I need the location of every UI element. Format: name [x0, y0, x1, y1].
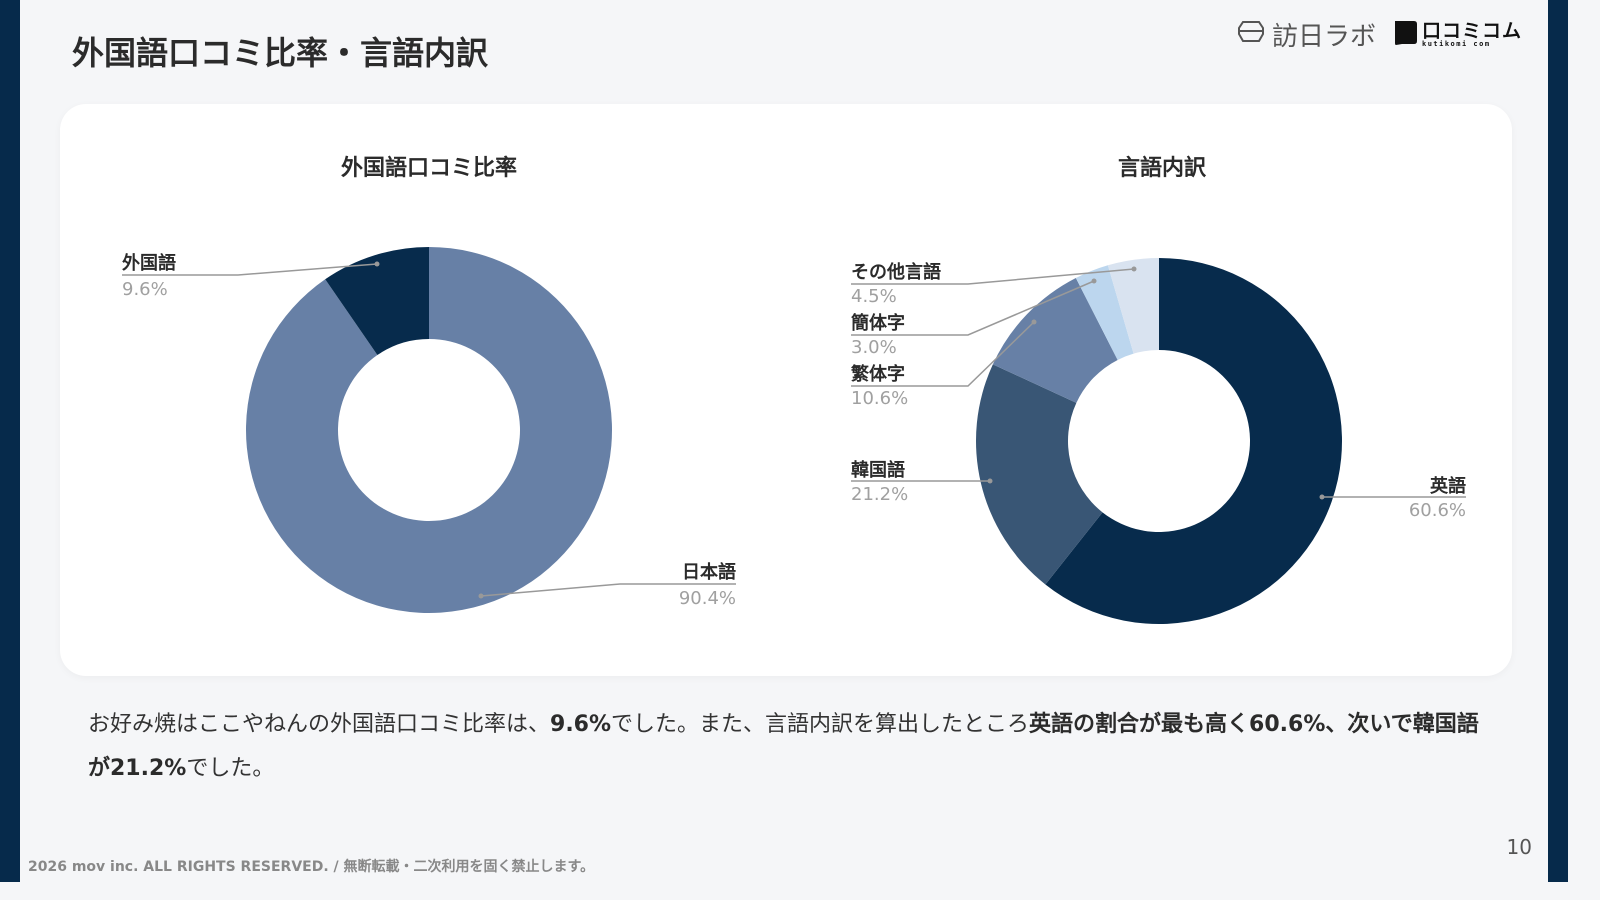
- kutikomi-logo-icon: [1394, 20, 1418, 50]
- donut-slice: [325, 247, 429, 356]
- summary-highlight-foreign-ratio: 9.6%: [550, 712, 612, 737]
- leader-line-simplified: [851, 280, 1095, 336]
- page-number: 10: [1506, 835, 1532, 859]
- value-traditional: 10.6%: [851, 388, 909, 409]
- donut-slice: [1107, 258, 1159, 354]
- label-other: その他言語: [851, 262, 941, 283]
- label-korean: 韓国語: [851, 460, 905, 481]
- chart-title-foreign-ratio: 外国語口コミ比率: [340, 156, 518, 181]
- donut-slice: [975, 364, 1103, 585]
- copyright-footer: 2026 mov inc. ALL RIGHTS RESERVED. / 無断転…: [28, 859, 595, 875]
- label-english: 英語: [1430, 476, 1466, 497]
- donut-charts: [122, 247, 1466, 624]
- kutikomi-logo-subtext: kutikomi com: [1421, 39, 1491, 48]
- summary-segment: でした。: [186, 756, 275, 781]
- right-accent-bar: [1548, 0, 1568, 882]
- kutikomi-logo: 口コミコム kutikomi com: [1394, 20, 1522, 50]
- value-other: 4.5%: [851, 286, 897, 307]
- leader-dot-traditional: [1031, 319, 1037, 325]
- value-simplified: 3.0%: [851, 337, 897, 358]
- value-english: 60.6%: [1408, 500, 1466, 521]
- value-korean: 21.2%: [851, 484, 909, 505]
- houjin-lab-logo-icon: [1237, 19, 1264, 50]
- summary-text: お好み焼はここやねんの外国語口コミ比率は、9.6%でした。また、言語内訳を算出し…: [88, 703, 1488, 791]
- value-foreign: 9.6%: [122, 279, 168, 300]
- leader-line-traditional: [851, 321, 1035, 387]
- leader-dot-foreign: [374, 261, 380, 267]
- houjin-lab-logo: 訪日ラボ: [1237, 16, 1376, 53]
- leader-dot-korean: [987, 478, 993, 484]
- summary-highlight-top-languages: 英語の割合が最も高く60.6%、次いで韓国語が21.2%: [88, 712, 1479, 781]
- leader-line-foreign: [122, 263, 378, 276]
- header-logos: 訪日ラボ 口コミコム kutikomi com: [1237, 16, 1522, 53]
- donut-slice: [992, 277, 1118, 403]
- houjin-lab-logo-text: 訪日ラボ: [1271, 22, 1376, 52]
- left-accent-bar: [0, 0, 20, 882]
- donut-chart-foreign-ratio: [245, 247, 612, 613]
- leader-dot-english: [1319, 494, 1325, 500]
- value-japanese: 90.4%: [678, 588, 736, 609]
- donut-slice: [1075, 265, 1134, 360]
- label-simplified: 簡体字: [851, 313, 905, 334]
- donut-slice: [1045, 258, 1342, 624]
- leader-lines: [122, 261, 1466, 599]
- summary-segment: でした。また、言語内訳を算出したところ: [611, 712, 1030, 737]
- leader-dot-simplified: [1091, 278, 1097, 284]
- kutikomi-logo-text: 口コミコム: [1421, 19, 1522, 42]
- donut-slice: [245, 247, 612, 613]
- chart-title-language-breakdown: 言語内訳: [1117, 156, 1207, 181]
- leader-line-other: [851, 268, 1135, 285]
- leader-dot-other: [1131, 266, 1137, 272]
- label-foreign: 外国語: [122, 253, 176, 274]
- leader-line-japanese: [480, 583, 736, 597]
- donut-chart-language-breakdown: [975, 258, 1342, 624]
- summary-segment: お好み焼はここやねんの外国語口コミ比率は、: [88, 712, 551, 737]
- label-japanese: 日本語: [682, 562, 736, 583]
- leader-dot-japanese: [478, 593, 484, 599]
- page-title: 外国語口コミ比率・言語内訳: [72, 34, 489, 72]
- label-traditional: 繁体字: [851, 364, 905, 385]
